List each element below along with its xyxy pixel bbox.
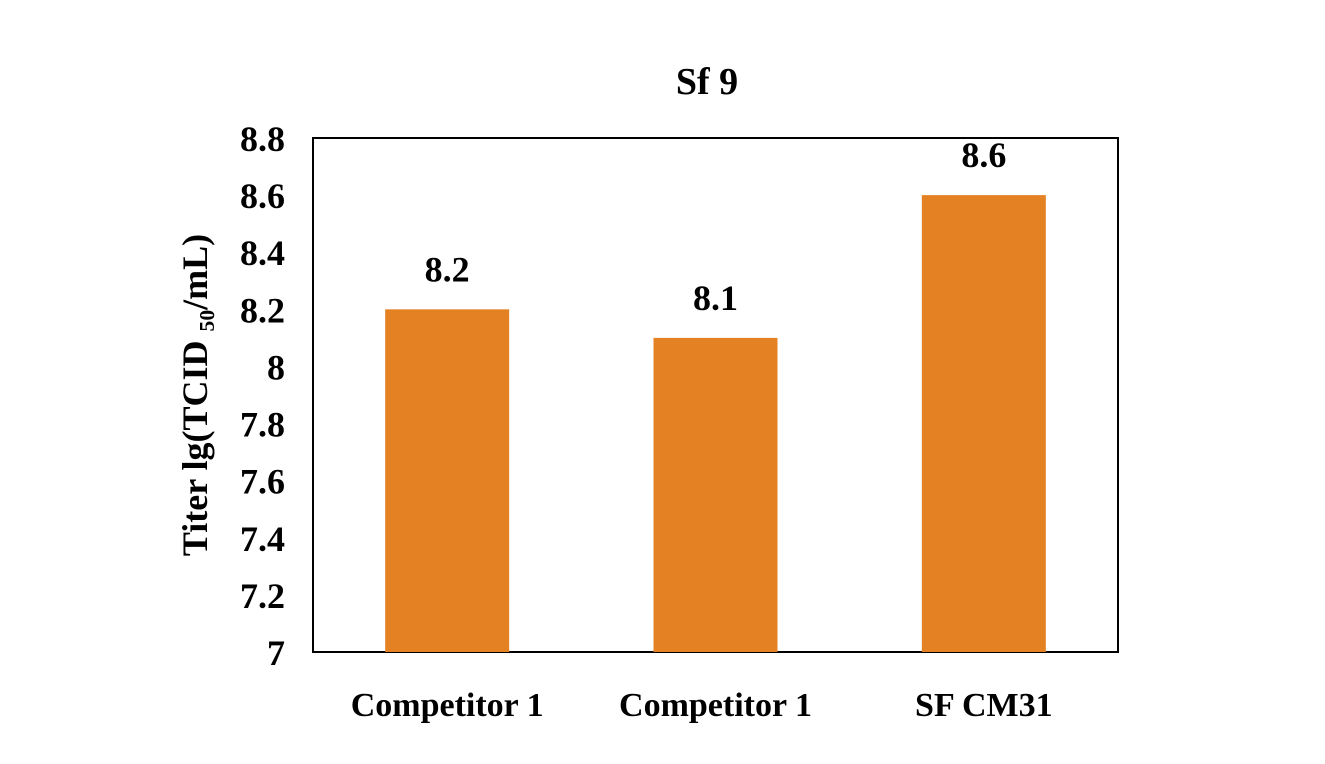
y-tick-label: 8.2: [240, 290, 285, 330]
data-label: 8.6: [961, 135, 1006, 175]
bars: [385, 195, 1046, 652]
y-tick-label: 8.4: [240, 233, 285, 273]
x-tick-label: SF CM31: [915, 687, 1053, 724]
y-tick-label: 7.8: [240, 405, 285, 445]
y-axis-label: Titer lg(TCID ₅₀/mL): [175, 234, 215, 556]
y-tick-label: 7.4: [240, 519, 285, 559]
bar: [385, 309, 510, 652]
data-label: 8.1: [693, 278, 738, 318]
x-tick-labels: Competitor 1 Competitor 1 SF CM31: [351, 687, 1053, 724]
x-tick-label: Competitor 1: [619, 687, 812, 724]
y-tick-label: 7.6: [240, 462, 285, 502]
data-labels: 8.2 8.1 8.6: [425, 135, 1007, 318]
y-tick-label: 7: [267, 633, 285, 673]
y-tick-label: 8: [267, 347, 285, 387]
y-ticks: 7 7.2 7.4 7.6 7.8 8 8.2 8.4 8.6 8.8: [240, 119, 285, 673]
y-tick-label: 7.2: [240, 576, 285, 616]
bar: [921, 195, 1046, 652]
data-label: 8.2: [425, 249, 470, 289]
chart-title: Sf 9: [676, 61, 738, 103]
y-tick-label: 8.8: [240, 119, 285, 159]
bar: [653, 337, 778, 652]
x-tick-label: Competitor 1: [351, 687, 544, 724]
y-tick-label: 8.6: [240, 176, 285, 216]
